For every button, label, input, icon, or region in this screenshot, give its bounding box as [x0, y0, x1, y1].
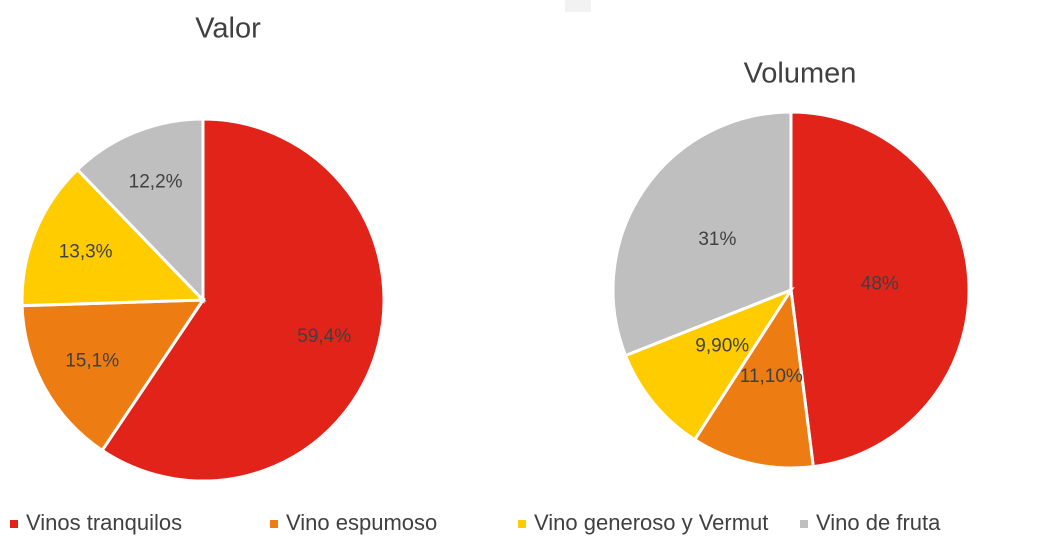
- pie-slice: [692, 285, 815, 470]
- data-label: 12,2%: [129, 172, 183, 193]
- legend-swatch: [518, 520, 526, 528]
- legend-swatch: [800, 520, 808, 528]
- data-label: 9,90%: [695, 336, 749, 357]
- legend-label: Vino de fruta: [816, 510, 941, 535]
- legend-swatch: [270, 520, 278, 528]
- data-label: 31%: [698, 229, 736, 250]
- decoration: [565, 0, 591, 12]
- chart-title: Volumen: [744, 58, 857, 90]
- pie-slice: [789, 110, 971, 469]
- pie-slice: [20, 298, 206, 453]
- chart-title: Valor: [195, 13, 261, 45]
- data-label: 48%: [861, 273, 899, 294]
- pie-slice: [75, 117, 205, 304]
- data-label: 13,3%: [59, 241, 113, 262]
- legend-label: Vino espumoso: [286, 510, 437, 535]
- data-label: 15,1%: [65, 350, 119, 371]
- legend-label: Vinos tranquilos: [26, 510, 182, 535]
- pie-slice: [623, 286, 795, 442]
- pie-slice: [100, 117, 386, 483]
- data-label: 11,10%: [740, 366, 803, 387]
- legend-label: Vino generoso y Vermut: [534, 510, 768, 535]
- legend-swatch: [10, 520, 18, 528]
- pie-slice: [20, 167, 207, 308]
- pie-slice: [611, 110, 793, 358]
- data-label: 59,4%: [297, 326, 351, 347]
